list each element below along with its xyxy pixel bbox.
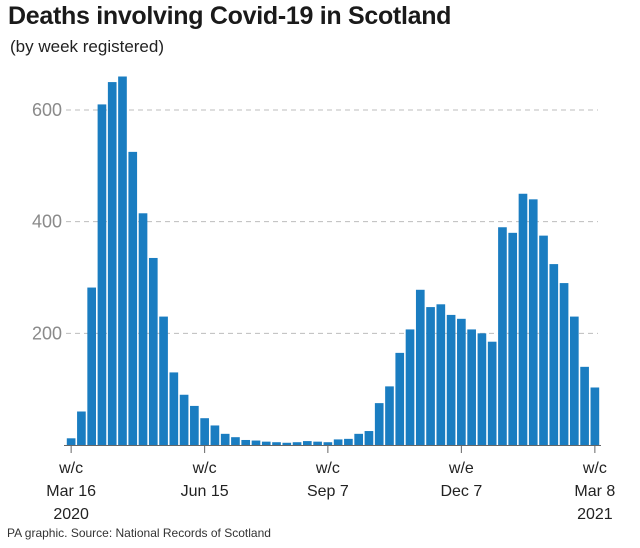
bar — [169, 372, 179, 445]
x-tick-label-line: w/c — [582, 460, 607, 477]
bar — [487, 341, 497, 445]
x-tick-label-line: w/c — [315, 460, 340, 477]
bar — [508, 232, 518, 445]
bar — [251, 440, 261, 445]
bar — [190, 405, 199, 445]
x-tick-label-line: 2021 — [577, 506, 613, 523]
source-note: PA graphic. Source: National Records of … — [7, 526, 271, 540]
bars — [66, 76, 600, 446]
bar — [405, 329, 415, 445]
bar — [302, 441, 312, 445]
x-tick-label: w/c Jun 15 — [181, 460, 229, 500]
bar — [477, 333, 487, 445]
bar — [292, 442, 302, 445]
bar — [241, 439, 251, 445]
bar — [590, 387, 600, 445]
bar — [282, 442, 292, 445]
x-tick-label: w/c Mar 16 2020 — [46, 460, 96, 523]
x-tick-marks — [70, 445, 596, 453]
bar — [374, 403, 384, 445]
bar — [467, 329, 476, 445]
x-tick-label: w/e Dec 7 — [440, 460, 482, 500]
bar — [323, 442, 333, 445]
bar — [272, 442, 281, 445]
bar — [569, 316, 579, 445]
bar — [333, 439, 343, 445]
bar — [528, 199, 538, 445]
bar — [436, 304, 446, 445]
bar — [354, 433, 364, 445]
bar — [518, 193, 528, 445]
chart-title: Deaths involving Covid-19 in Scotland — [8, 2, 452, 30]
bar — [364, 431, 374, 445]
chart-subtitle: (by week registered) — [10, 37, 165, 56]
bar — [261, 441, 271, 445]
bar — [498, 227, 507, 445]
x-tick-label-line: w/e — [448, 460, 474, 477]
x-tick-label-line: Sep 7 — [307, 483, 349, 500]
bar — [66, 438, 76, 445]
x-tick-label: w/c Sep 7 — [307, 460, 349, 500]
bar — [138, 213, 148, 445]
x-tick-label-line: Jun 15 — [181, 483, 229, 500]
bar — [97, 104, 107, 446]
bar — [415, 289, 425, 445]
x-tick-label-line: w/c — [192, 460, 217, 477]
bar — [457, 318, 466, 445]
x-tick-label-line: 2020 — [53, 506, 89, 523]
bar — [426, 307, 435, 445]
bar — [580, 366, 589, 445]
x-tick-label-line: Mar 8 — [574, 483, 615, 500]
bar — [549, 264, 559, 445]
bar — [395, 352, 405, 445]
x-tick-label-line: Dec 7 — [440, 483, 482, 500]
bar — [87, 287, 97, 445]
y-tick-label: 600 — [32, 100, 62, 120]
y-tick-label: 200 — [32, 323, 62, 343]
x-tick-label: w/c Mar 8 2021 — [574, 460, 615, 523]
y-tick-label: 400 — [32, 212, 62, 232]
bar — [107, 82, 117, 445]
bar — [313, 441, 322, 445]
bar — [344, 438, 353, 445]
bar — [128, 151, 138, 445]
bar — [148, 257, 158, 445]
bar — [385, 386, 394, 445]
bar — [118, 76, 127, 445]
x-tick-label-line: w/c — [58, 460, 83, 477]
bar — [220, 433, 230, 445]
bar — [179, 394, 189, 445]
bar — [446, 314, 456, 445]
x-tick-label-line: Mar 16 — [46, 483, 96, 500]
bar — [231, 437, 240, 445]
bar — [559, 283, 569, 445]
bar — [200, 418, 209, 445]
bar — [539, 235, 548, 445]
bar — [210, 425, 220, 445]
bar — [159, 316, 168, 445]
bar — [77, 411, 86, 445]
